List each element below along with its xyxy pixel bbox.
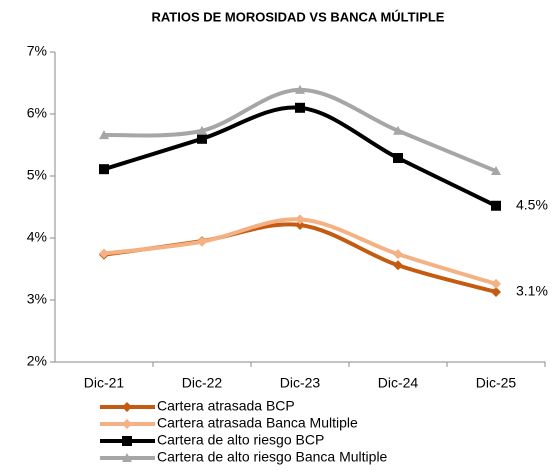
data-label: 3.1% — [516, 283, 548, 299]
x-tick-label: Dic-24 — [378, 375, 419, 391]
data-point — [99, 164, 109, 175]
data-point — [491, 166, 501, 176]
y-tick-label: 7% — [27, 43, 47, 59]
series-line — [103, 105, 497, 208]
data-point — [197, 125, 207, 135]
data-point — [295, 214, 305, 225]
legend-label: Cartera atrasada BCP — [157, 398, 295, 414]
data-point — [197, 133, 207, 144]
data-point — [295, 219, 305, 230]
y-tick-label: 2% — [27, 353, 47, 369]
legend-marker — [122, 402, 132, 412]
series-line — [103, 87, 497, 173]
data-point — [295, 84, 305, 94]
series-line — [103, 222, 497, 294]
data-point — [197, 236, 207, 247]
legend-marker — [122, 453, 132, 462]
y-tick-label: 3% — [27, 291, 47, 307]
legend-marker — [122, 419, 132, 429]
x-tick-label: Dic-23 — [280, 375, 321, 391]
data-label: 4.5% — [516, 196, 548, 212]
data-point — [491, 200, 501, 211]
y-tick-label: 6% — [27, 105, 47, 121]
legend-label: Cartera de alto riesgo Banca Multiple — [157, 449, 388, 465]
data-point — [393, 125, 403, 135]
data-point — [393, 260, 403, 271]
legend-label: Cartera de alto riesgo BCP — [157, 432, 324, 448]
data-point — [491, 286, 501, 297]
x-tick-label: Dic-22 — [182, 375, 223, 391]
data-point — [393, 153, 403, 164]
data-point — [99, 248, 109, 259]
data-point — [295, 102, 305, 113]
data-point — [393, 249, 403, 260]
legend-marker — [122, 436, 132, 446]
x-tick-label: Dic-21 — [84, 375, 125, 391]
y-tick-label: 4% — [27, 229, 47, 245]
y-tick-label: 5% — [27, 167, 47, 183]
x-tick-label: Dic-25 — [476, 375, 517, 391]
data-point — [491, 278, 501, 289]
chart-title: RATIOS DE MOROSIDAD VS BANCA MÚLTIPLE — [152, 9, 445, 24]
data-point — [99, 130, 109, 140]
legend-label: Cartera atrasada Banca Multiple — [157, 415, 358, 431]
